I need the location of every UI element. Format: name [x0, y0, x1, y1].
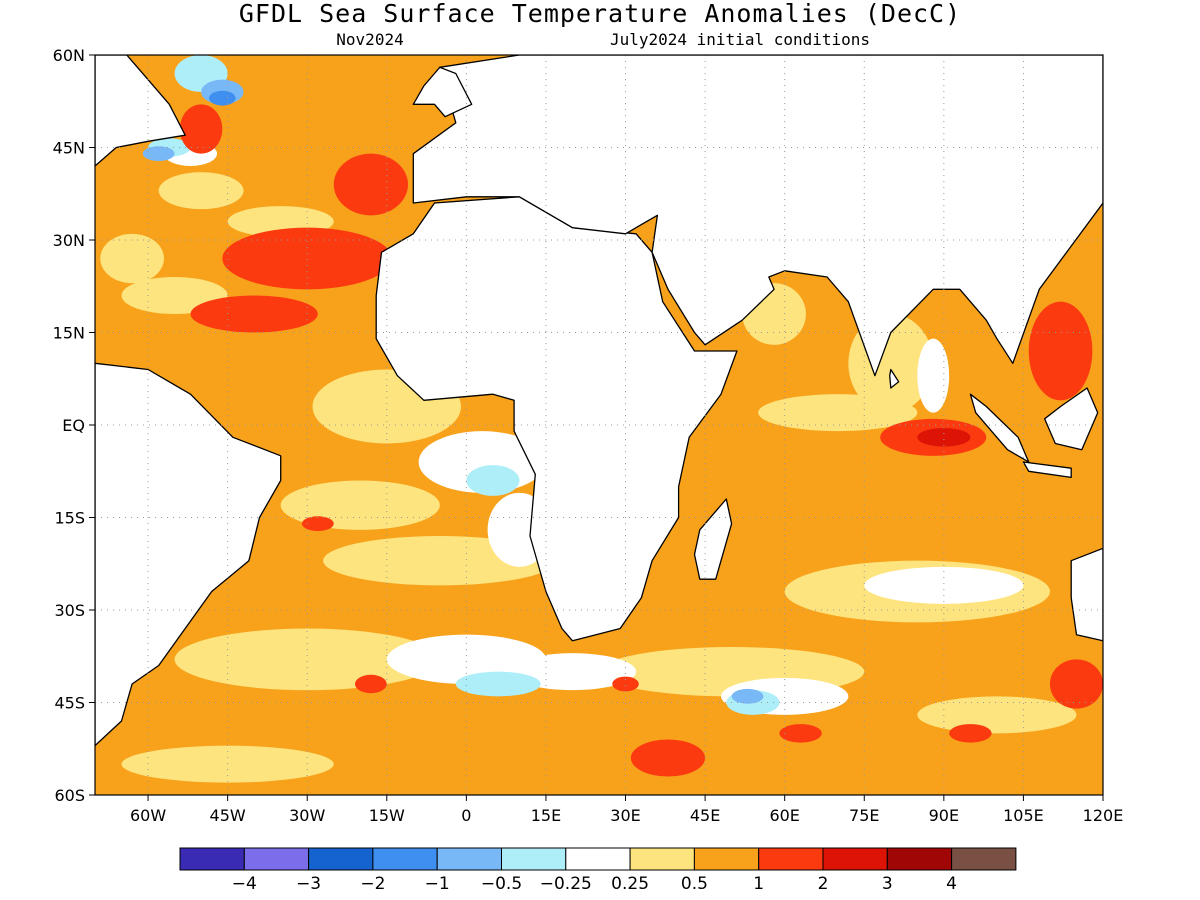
colorbar-label: 0.25	[611, 874, 649, 894]
colorbar-label: −2	[360, 874, 385, 894]
colorbar-label: 0.5	[681, 874, 708, 894]
colorbar-label: −0.25	[540, 874, 592, 894]
colorbar-bin	[565, 847, 631, 871]
lon-tick-label: 45W	[210, 806, 246, 825]
landmass-south-america	[95, 362, 282, 747]
lat-tick-label: 15N	[53, 324, 85, 343]
anomaly-patch	[190, 295, 318, 333]
lat-tick-label: 45S	[54, 694, 85, 713]
gridlines	[95, 55, 1103, 795]
lon-tick-label: 45E	[690, 806, 720, 825]
anomaly-patch	[779, 724, 822, 743]
anomaly-patch	[121, 745, 334, 783]
anomaly-patch	[174, 628, 440, 691]
colorbar-bin	[758, 847, 824, 871]
colorbar-bin	[436, 847, 503, 871]
anomaly-patch	[142, 146, 175, 162]
lat-tick-label: 60S	[54, 786, 85, 805]
colorbar-bin	[308, 847, 374, 871]
colorbar: −4 −3 −2 −1 −0.5 −0.25 0.25 0.5 1 2 3 4	[179, 847, 1017, 894]
map-layers	[95, 55, 1103, 795]
anomaly-patch	[917, 428, 971, 447]
colorbar-label: 1	[753, 874, 764, 894]
lon-tick-label: 15W	[369, 806, 405, 825]
colorbar-bin	[886, 847, 953, 871]
colorbar-bin	[822, 847, 888, 871]
anomaly-patches	[100, 55, 1103, 783]
landmass-greenland-tip	[231, 55, 235, 56]
anomaly-patch	[630, 739, 706, 777]
lat-tick-label: 30S	[54, 601, 85, 620]
latitude-axis: 60N 45N 30N 15N EQ 15S 30S 45S 60S	[53, 46, 95, 805]
colorbar-label: −4	[232, 874, 257, 894]
colorbar-label: 4	[946, 874, 957, 894]
landmass-borneo	[1043, 387, 1099, 451]
anomaly-patch	[100, 233, 164, 284]
lon-tick-label: 105E	[1003, 806, 1044, 825]
figure-title: GFDL Sea Surface Temperature Anomalies (…	[239, 0, 961, 28]
map-panel: 60N 45N 30N 15N EQ 15S 30S 45S 60S 60W 45W 30W 15W 0…	[53, 46, 1124, 825]
colorbar-label: −3	[296, 874, 321, 894]
forecast-month-label: Nov2024	[336, 30, 403, 49]
lon-tick-label: 30W	[289, 806, 325, 825]
lon-tick-label: 120E	[1083, 806, 1124, 825]
landmass-java	[1022, 461, 1072, 479]
anomaly-patch	[179, 104, 223, 154]
colorbar-label: −0.5	[481, 874, 522, 894]
anomaly-patch	[386, 634, 546, 684]
anomaly-patch	[158, 172, 244, 210]
colorbar-bin	[951, 847, 1017, 871]
landmass-british-isles	[412, 66, 473, 118]
anomaly-patch	[354, 674, 387, 694]
anomaly-patch	[1049, 659, 1103, 709]
anomaly-patch	[1028, 301, 1093, 401]
colorbar-label: 2	[818, 874, 829, 894]
initial-conditions-label: July2024 initial conditions	[610, 30, 870, 49]
colorbar-bin	[243, 847, 310, 871]
anomaly-patch	[917, 338, 950, 413]
colorbar-bin	[501, 847, 567, 871]
colorbar-bin	[693, 847, 760, 871]
lon-tick-label: 60E	[769, 806, 799, 825]
lat-tick-label: 45N	[53, 139, 85, 158]
landmass-sumatra	[969, 393, 1030, 463]
colorbar-bin	[629, 847, 695, 871]
lon-tick-label: 75E	[849, 806, 879, 825]
colorbar-label: −1	[425, 874, 450, 894]
anomaly-patch	[758, 394, 918, 432]
colorbar-label: 3	[882, 874, 893, 894]
longitude-axis: 60W 45W 30W 15W 0 15E 30E 45E 60E 75E 90E 105E 120E	[130, 795, 1123, 825]
landmass-north-america	[95, 55, 186, 167]
lon-tick-label: 15E	[531, 806, 561, 825]
anomaly-patch	[333, 153, 409, 216]
landmass-madagascar	[693, 498, 733, 580]
anomaly-patch	[917, 696, 1077, 734]
anomaly-patch	[864, 566, 1024, 604]
anomaly-patch	[508, 653, 637, 691]
lon-tick-label: 30E	[610, 806, 640, 825]
anomaly-patch	[949, 724, 992, 743]
anomaly-patch	[301, 516, 334, 532]
colorbar-bin	[179, 847, 245, 871]
lon-tick-label: 60W	[130, 806, 166, 825]
anomaly-patch	[612, 676, 639, 692]
lon-tick-label: 0	[461, 806, 471, 825]
landmass-australia	[1070, 547, 1103, 642]
lat-tick-label: EQ	[62, 416, 85, 435]
colorbar-bin	[372, 847, 438, 871]
landmass-eurasia-north	[412, 55, 1103, 377]
landmass-sri-lanka	[889, 368, 900, 389]
landmasses	[95, 55, 1103, 747]
lat-tick-label: 60N	[53, 46, 85, 65]
anomaly-patch	[731, 688, 764, 704]
anomaly-patch	[455, 671, 541, 697]
lat-tick-label: 15S	[54, 509, 85, 528]
lon-tick-label: 90E	[929, 806, 959, 825]
anomaly-patch	[466, 465, 520, 496]
anomaly-patch	[209, 90, 236, 106]
lat-tick-label: 30N	[53, 231, 85, 250]
anomaly-patch	[222, 227, 393, 290]
